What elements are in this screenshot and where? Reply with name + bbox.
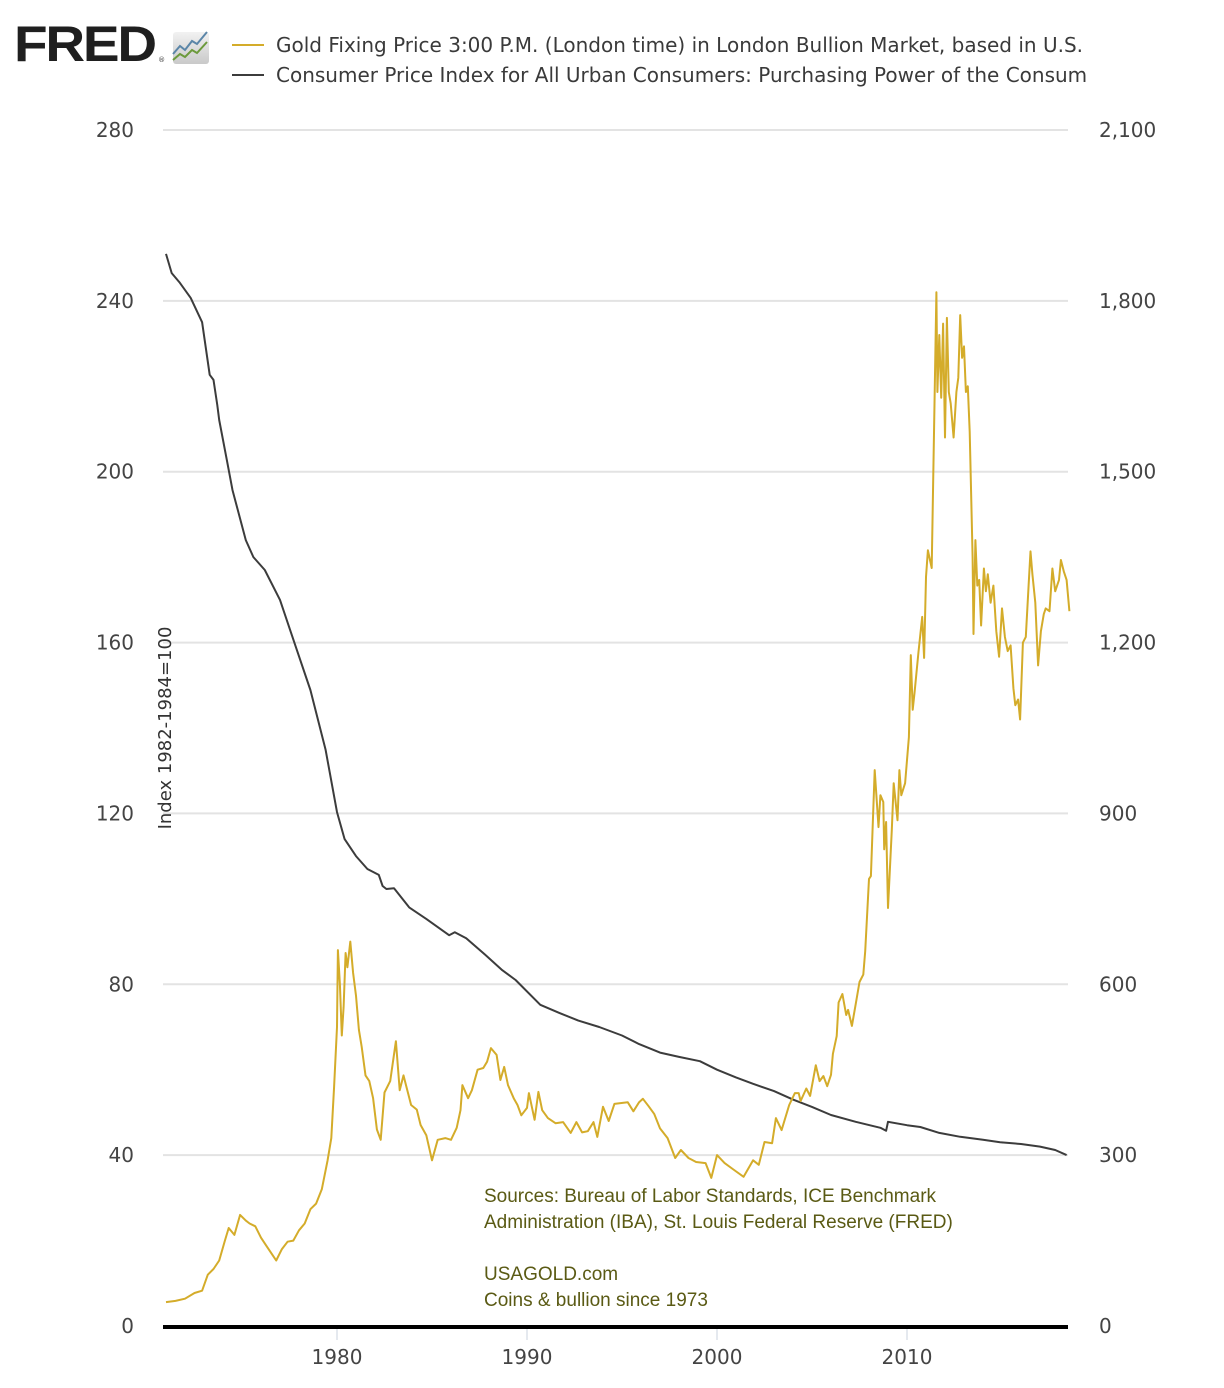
x-tick-label: 1980: [312, 1345, 363, 1369]
series-lines: [165, 253, 1071, 1304]
x-axis-ticks: 1980 1990 2000 2010: [312, 1329, 933, 1369]
left-axis-ticks: 0 40 80 120 160 200 240 280: [96, 118, 134, 1338]
usagold-link[interactable]: USAGOLD.com: [484, 1264, 619, 1285]
registered-mark: ®: [158, 56, 166, 64]
right-tick-label: 1,800: [1099, 289, 1156, 313]
legend-label-gold: Gold Fixing Price 3:00 P.M. (London time…: [276, 33, 1084, 57]
gridlines: [163, 129, 1068, 1157]
usagold-note: USAGOLD.com Coins & bullion since 1973: [484, 1262, 708, 1314]
legend-swatch-gold: [232, 44, 264, 46]
left-tick-label: 40: [109, 1143, 134, 1167]
sources-line-1: Sources: Bureau of Labor Standards, ICE …: [484, 1186, 937, 1207]
right-tick-label: 0: [1099, 1314, 1112, 1338]
x-tick-label: 2010: [882, 1345, 933, 1369]
chart-legend: Gold Fixing Price 3:00 P.M. (London time…: [232, 30, 1087, 90]
fred-logo: FRED ®: [14, 16, 211, 72]
left-tick-label: 0: [121, 1314, 134, 1338]
left-tick-label: 240: [96, 289, 134, 313]
fred-chart-icon: [172, 31, 210, 64]
right-tick-label: 1,500: [1099, 460, 1156, 484]
legend-item-gold[interactable]: Gold Fixing Price 3:00 P.M. (London time…: [232, 30, 1087, 60]
left-axis-title: Index 1982-1984=100: [155, 627, 176, 830]
right-tick-label: 900: [1099, 801, 1137, 825]
legend-label-cpi: Consumer Price Index for All Urban Consu…: [276, 63, 1088, 87]
right-tick-label: 600: [1099, 972, 1137, 996]
legend-item-cpi[interactable]: Consumer Price Index for All Urban Consu…: [232, 60, 1087, 90]
x-tick-label: 2000: [692, 1345, 743, 1369]
left-tick-label: 80: [109, 972, 134, 996]
right-tick-label: 1,200: [1099, 631, 1156, 655]
sources-line-2: Administration (IBA), St. Louis Federal …: [484, 1212, 953, 1233]
legend-swatch-cpi: [232, 74, 264, 76]
right-tick-label: 300: [1099, 1143, 1137, 1167]
gold-price-line: [165, 291, 1071, 1304]
left-tick-label: 200: [96, 460, 134, 484]
sources-note: Sources: Bureau of Labor Standards, ICE …: [484, 1184, 953, 1236]
left-tick-label: 280: [96, 118, 134, 142]
right-tick-label: 2,100: [1099, 118, 1156, 142]
usagold-tagline: Coins & bullion since 1973: [484, 1290, 708, 1311]
left-tick-label: 120: [96, 801, 134, 825]
right-axis-ticks: 0 300 600 900 1,200 1,500 1,800 2,100: [1099, 118, 1156, 1338]
x-tick-label: 1990: [502, 1345, 553, 1369]
cpi-purchasing-power-line: [165, 253, 1068, 1157]
left-tick-label: 160: [96, 631, 134, 655]
fred-logo-text: FRED: [14, 16, 157, 72]
